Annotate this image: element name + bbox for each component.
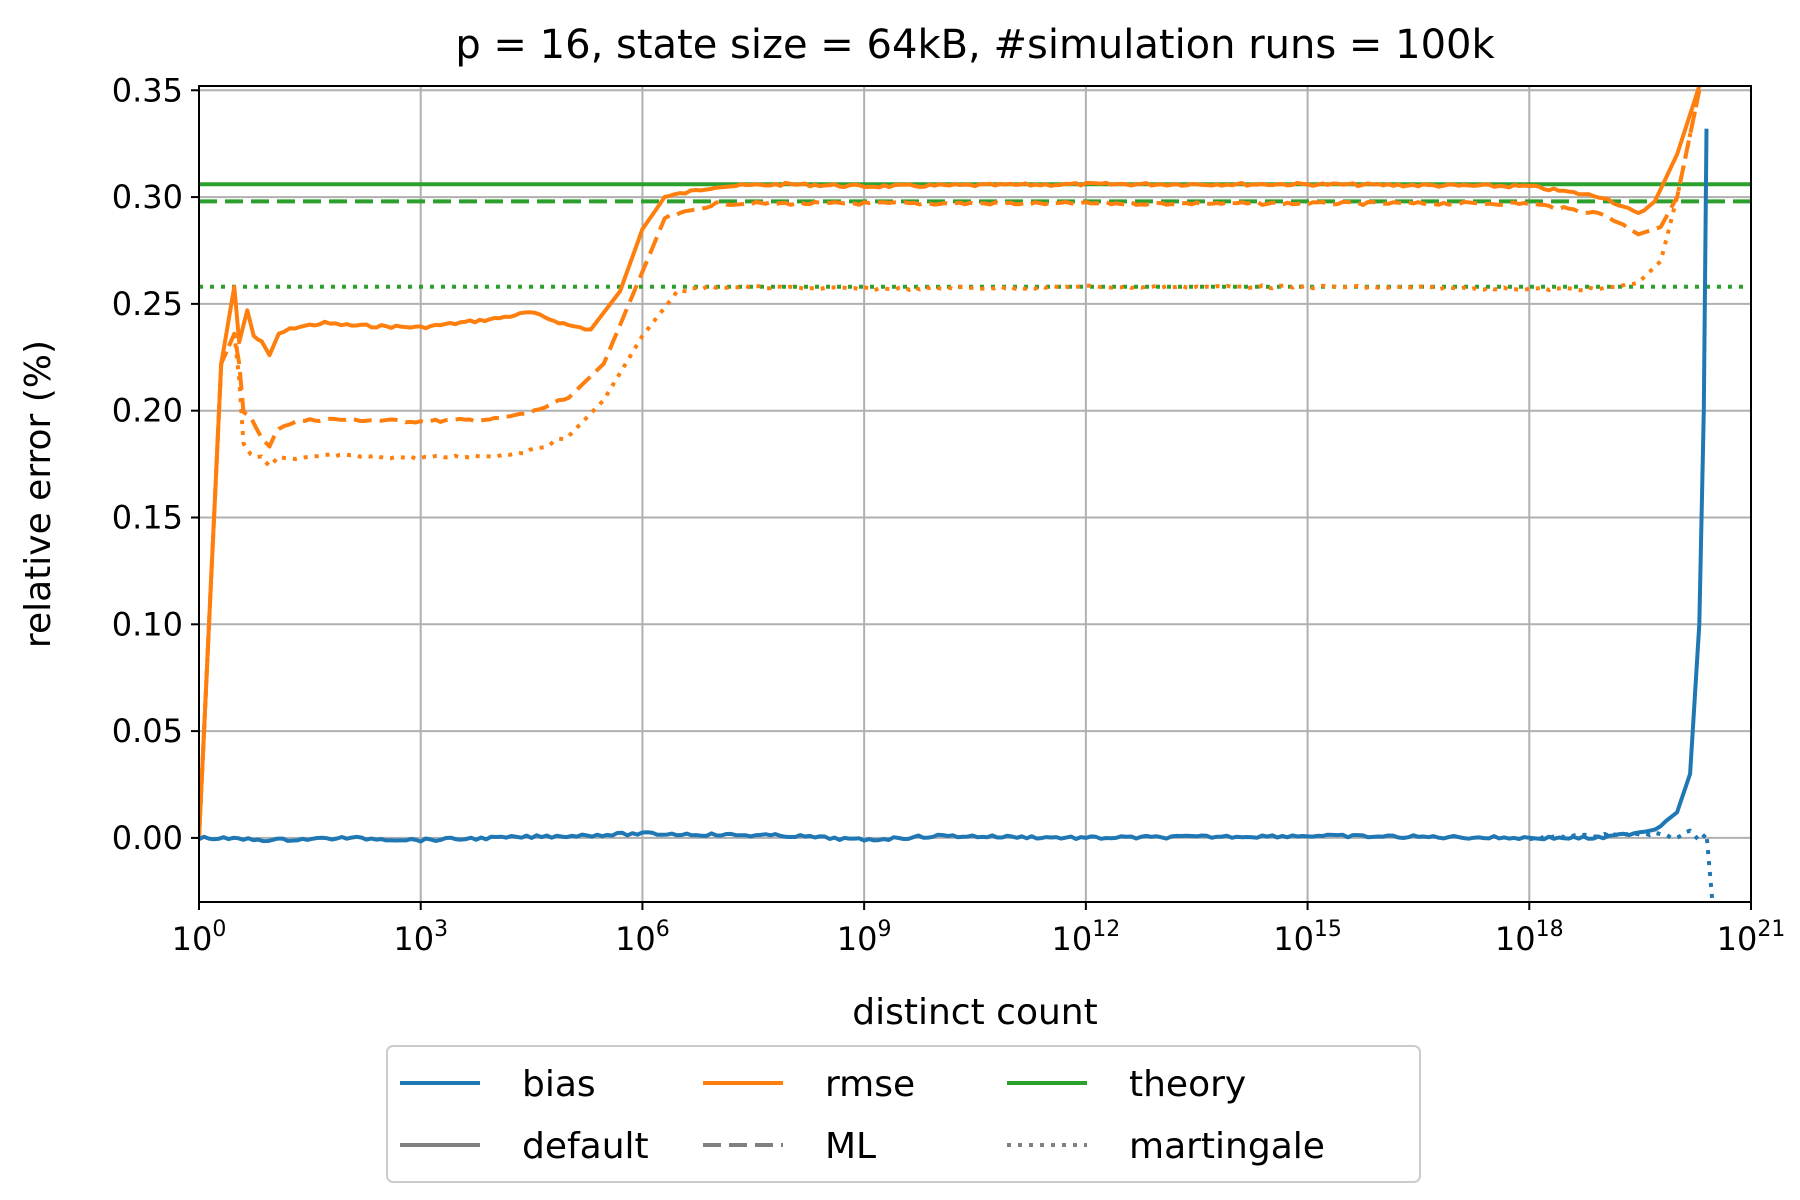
plot-area — [199, 86, 1751, 902]
axes-frame — [198, 85, 1752, 903]
x-tick-label: 100 — [172, 917, 227, 958]
legend-label-default: default — [522, 1126, 649, 1167]
y-axis-ticks: 0.00 0.05 0.10 0.15 0.20 0.25 0.30 0.35 — [112, 71, 199, 857]
y-axis-label: relative error (%) — [18, 340, 59, 648]
y-tick-label: 0.10 — [112, 605, 183, 643]
chart-title: p = 16, state size = 64kB, #simulation r… — [455, 22, 1495, 68]
x-tick-label: 1018 — [1495, 917, 1564, 958]
y-tick-label: 0.00 — [112, 819, 183, 857]
x-tick-label: 1015 — [1273, 917, 1342, 958]
y-tick-label: 0.35 — [112, 71, 183, 109]
series-rmse-ml-line — [199, 89, 1702, 838]
x-tick-label: 109 — [837, 917, 892, 958]
y-tick-label: 0.05 — [112, 712, 183, 750]
x-axis-ticks: 100 103 106 109 1012 1015 1018 1021 — [172, 902, 1786, 958]
x-tick-label: 1021 — [1717, 917, 1786, 958]
y-tick-label: 0.25 — [112, 285, 183, 323]
legend-label-ml: ML — [825, 1126, 876, 1167]
legend-box — [386, 1045, 1421, 1183]
legend-label-rmse: rmse — [825, 1064, 915, 1105]
y-tick-label: 0.20 — [112, 392, 183, 430]
y-tick-label: 0.15 — [112, 498, 183, 536]
x-axis-label: distinct count — [852, 992, 1097, 1033]
y-tick-label: 0.30 — [112, 178, 183, 216]
legend: bias default rmse ML theory martingale — [386, 1045, 1421, 1183]
legend-label-theory: theory — [1129, 1064, 1246, 1105]
legend-label-martingale: martingale — [1129, 1126, 1325, 1167]
series-rmse-default-line — [199, 86, 1702, 838]
x-tick-label: 1012 — [1051, 917, 1120, 958]
x-tick-label: 103 — [393, 917, 448, 958]
legend-label-bias: bias — [522, 1064, 596, 1105]
x-tick-label: 106 — [615, 917, 670, 958]
series-bias-default-line — [199, 128, 1709, 844]
